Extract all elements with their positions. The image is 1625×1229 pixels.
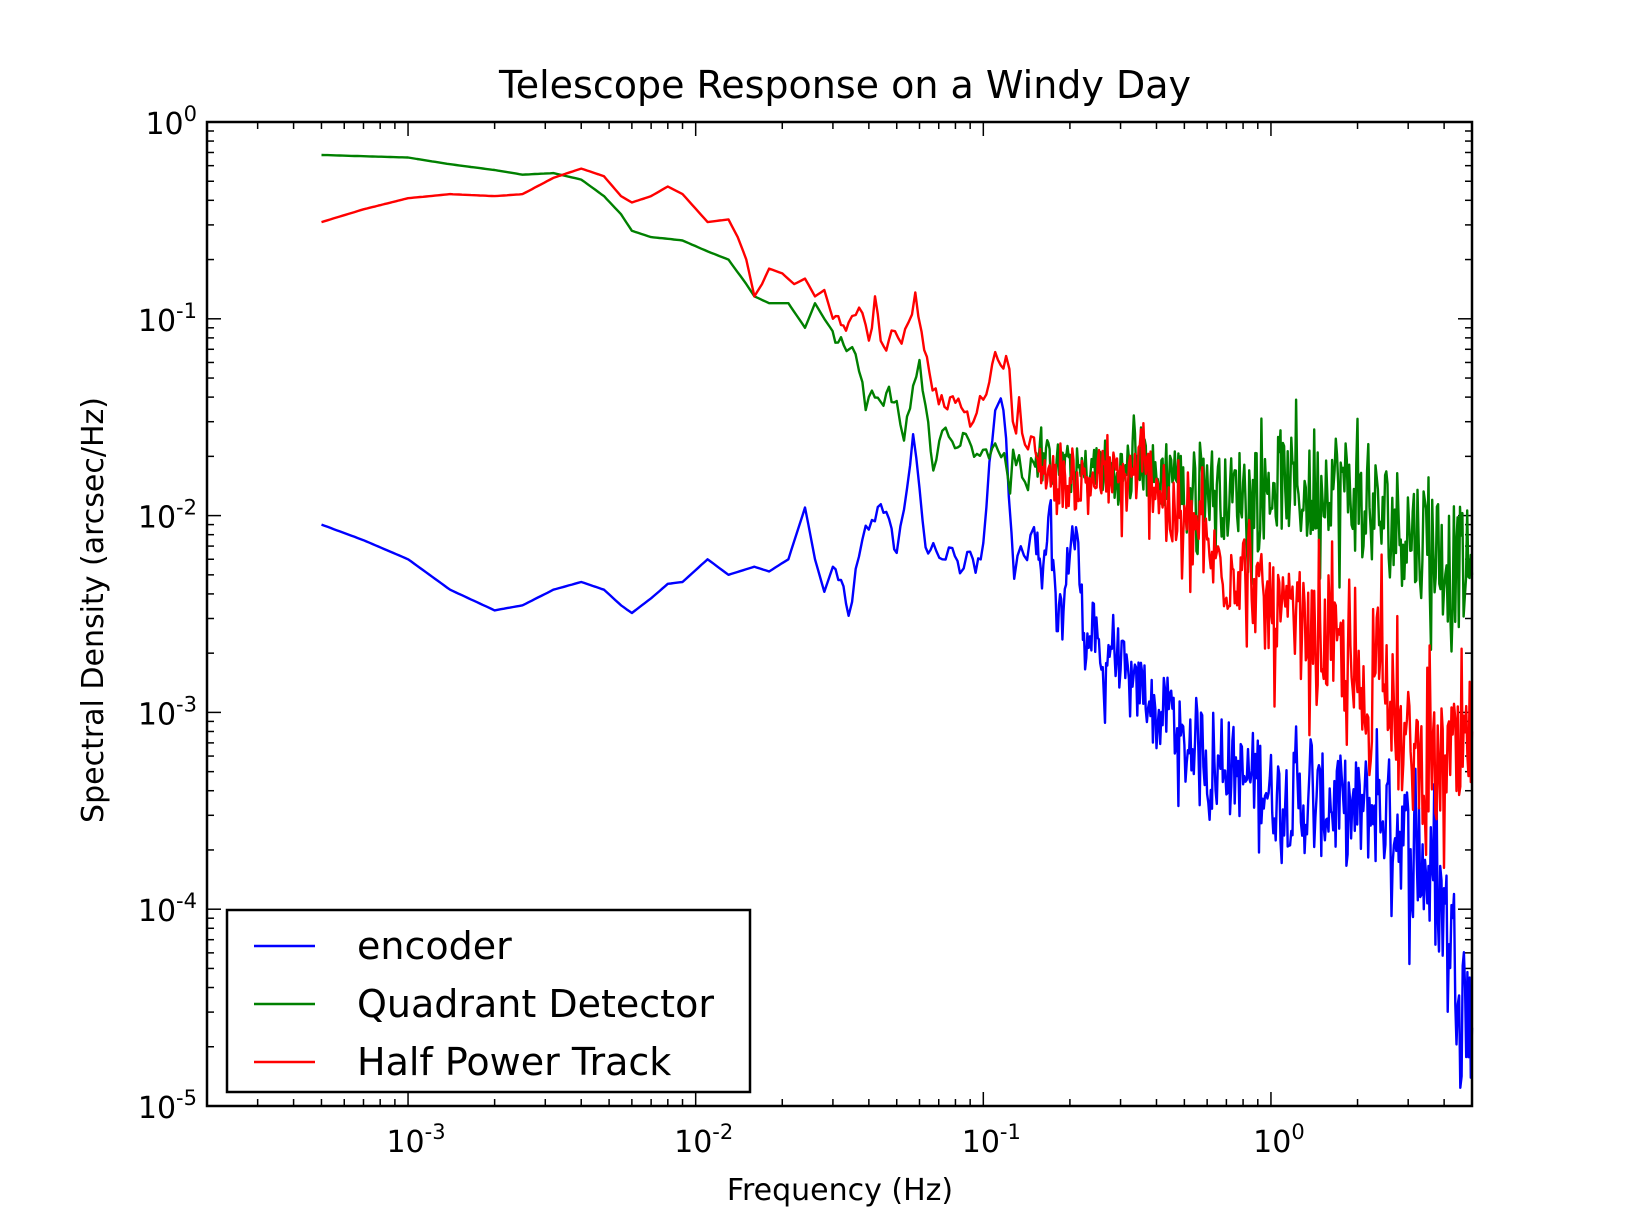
- y-tick-label: 10-5: [138, 1086, 197, 1126]
- plot-frame: [205, 120, 1474, 1108]
- series-line-2: [321, 167, 1474, 870]
- x-tick-label: 10-1: [962, 1120, 1021, 1160]
- chart-title: Telescope Response on a Windy Day: [498, 63, 1191, 107]
- series-layer: [321, 153, 1474, 1089]
- x-tick-label: 100: [1253, 1120, 1305, 1160]
- y-tick-label: 10-2: [138, 496, 197, 536]
- x-axis-label: Frequency (Hz): [727, 1173, 953, 1208]
- legend-label: Half Power Track: [357, 1040, 671, 1084]
- y-tick-label: 100: [145, 102, 197, 142]
- series-line-0: [321, 397, 1474, 1089]
- x-tick-label: 10-3: [386, 1120, 445, 1160]
- y-tick-label: 10-4: [138, 889, 197, 929]
- legend-label: encoder: [357, 924, 512, 968]
- legend: encoder Quadrant Detector Half Power Track: [225, 908, 752, 1094]
- y-tick-label: 10-3: [138, 692, 197, 732]
- y-axis-label: Spectral Density (arcsec/Hz): [76, 397, 111, 823]
- x-tick-label: 10-2: [674, 1120, 733, 1160]
- tick-labels: 10-3 10-2 10-1 100 10-5 10-4 10-3 10-2 10-1 100: [138, 102, 1305, 1160]
- y-tick-label: 10-1: [138, 299, 197, 339]
- plot-border: [205, 120, 1474, 1108]
- legend-label: Quadrant Detector: [357, 982, 714, 1026]
